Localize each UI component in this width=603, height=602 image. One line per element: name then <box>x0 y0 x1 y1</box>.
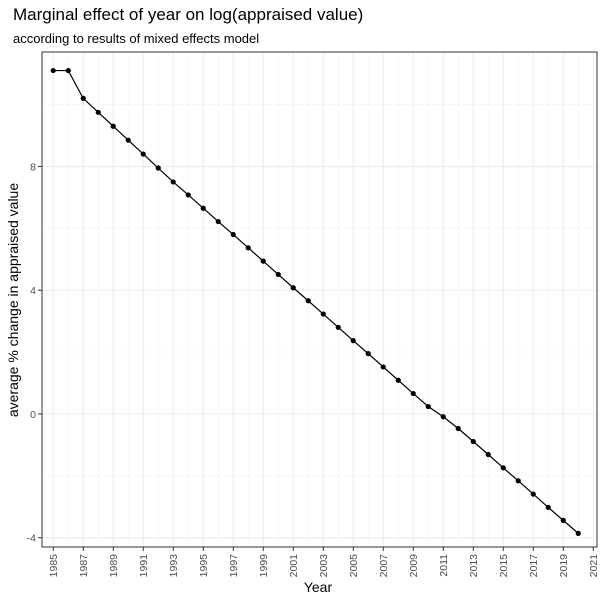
data-point <box>365 351 371 357</box>
data-point <box>125 137 131 143</box>
x-tick-label: 1989 <box>108 554 120 578</box>
data-point <box>95 109 101 115</box>
panel-border <box>41 51 598 548</box>
x-tick-label: 2001 <box>288 554 300 578</box>
y-tick-label: 4 <box>30 285 36 297</box>
data-point <box>65 67 71 74</box>
data-point <box>155 165 161 171</box>
data-point <box>290 285 296 291</box>
data-point <box>200 205 206 211</box>
data-point <box>245 245 251 251</box>
data-point <box>50 67 56 74</box>
y-tick-label: 0 <box>30 409 36 421</box>
x-tick-label: 1991 <box>138 554 150 578</box>
x-tick-label: 2021 <box>588 554 600 578</box>
data-point <box>170 179 176 185</box>
x-tick-label: 2005 <box>348 554 360 578</box>
data-point <box>470 438 476 445</box>
x-tick-label: 1987 <box>78 554 90 578</box>
data-point <box>275 271 281 278</box>
data-point <box>515 478 521 484</box>
data-point <box>320 311 326 317</box>
x-tick-label: 1995 <box>198 554 210 578</box>
x-tick-label: 2007 <box>378 554 390 578</box>
data-point <box>80 95 86 102</box>
x-tick-label: 2011 <box>438 554 450 577</box>
x-tick-label: 2009 <box>408 554 420 578</box>
data-point <box>335 324 341 330</box>
x-axis-label: Year <box>304 579 333 595</box>
x-tick-label: 1985 <box>48 554 60 578</box>
data-point <box>410 390 416 397</box>
data-point <box>230 231 236 238</box>
data-point <box>305 298 311 304</box>
major-gridlines <box>42 52 597 547</box>
x-tick-label: 2019 <box>558 554 570 578</box>
y-tick-label: -4 <box>27 533 36 545</box>
data-point <box>500 465 506 471</box>
chart-title: Marginal effect of year on log(appraised… <box>13 5 364 24</box>
data-point <box>260 258 266 264</box>
y-axis-label: average % change in appraised value <box>5 183 21 417</box>
data-point <box>545 504 551 510</box>
data-point <box>215 218 221 225</box>
x-tick-label: 1997 <box>228 554 240 578</box>
x-tick-label: 2013 <box>468 554 480 578</box>
y-axis: -4 0 4 8 <box>27 161 42 545</box>
x-tick-label: 1993 <box>168 554 180 578</box>
y-tick-label: 8 <box>30 161 36 173</box>
data-point <box>455 425 461 432</box>
data-series <box>50 67 581 536</box>
data-point <box>560 517 566 523</box>
minor-gridlines <box>42 52 597 547</box>
data-point <box>425 403 431 410</box>
x-tick-label: 2015 <box>498 554 510 578</box>
x-tick-label: 1999 <box>258 554 270 578</box>
data-point <box>110 123 116 129</box>
data-point <box>140 151 146 157</box>
data-point <box>185 192 191 198</box>
data-point <box>575 530 581 536</box>
data-point <box>350 338 356 344</box>
data-point <box>395 377 401 383</box>
series-line <box>53 69 579 534</box>
x-axis: 1985 1987 1989 1991 1993 1995 1997 1999 2001 2003… <box>48 547 600 577</box>
data-point <box>485 451 491 458</box>
x-tick-label: 2003 <box>318 554 330 578</box>
data-point <box>440 414 446 420</box>
x-tick-label: 2017 <box>528 554 540 578</box>
chart-subtitle: according to results of mixed effects mo… <box>13 31 260 46</box>
data-point <box>380 364 386 370</box>
data-point <box>530 491 536 497</box>
